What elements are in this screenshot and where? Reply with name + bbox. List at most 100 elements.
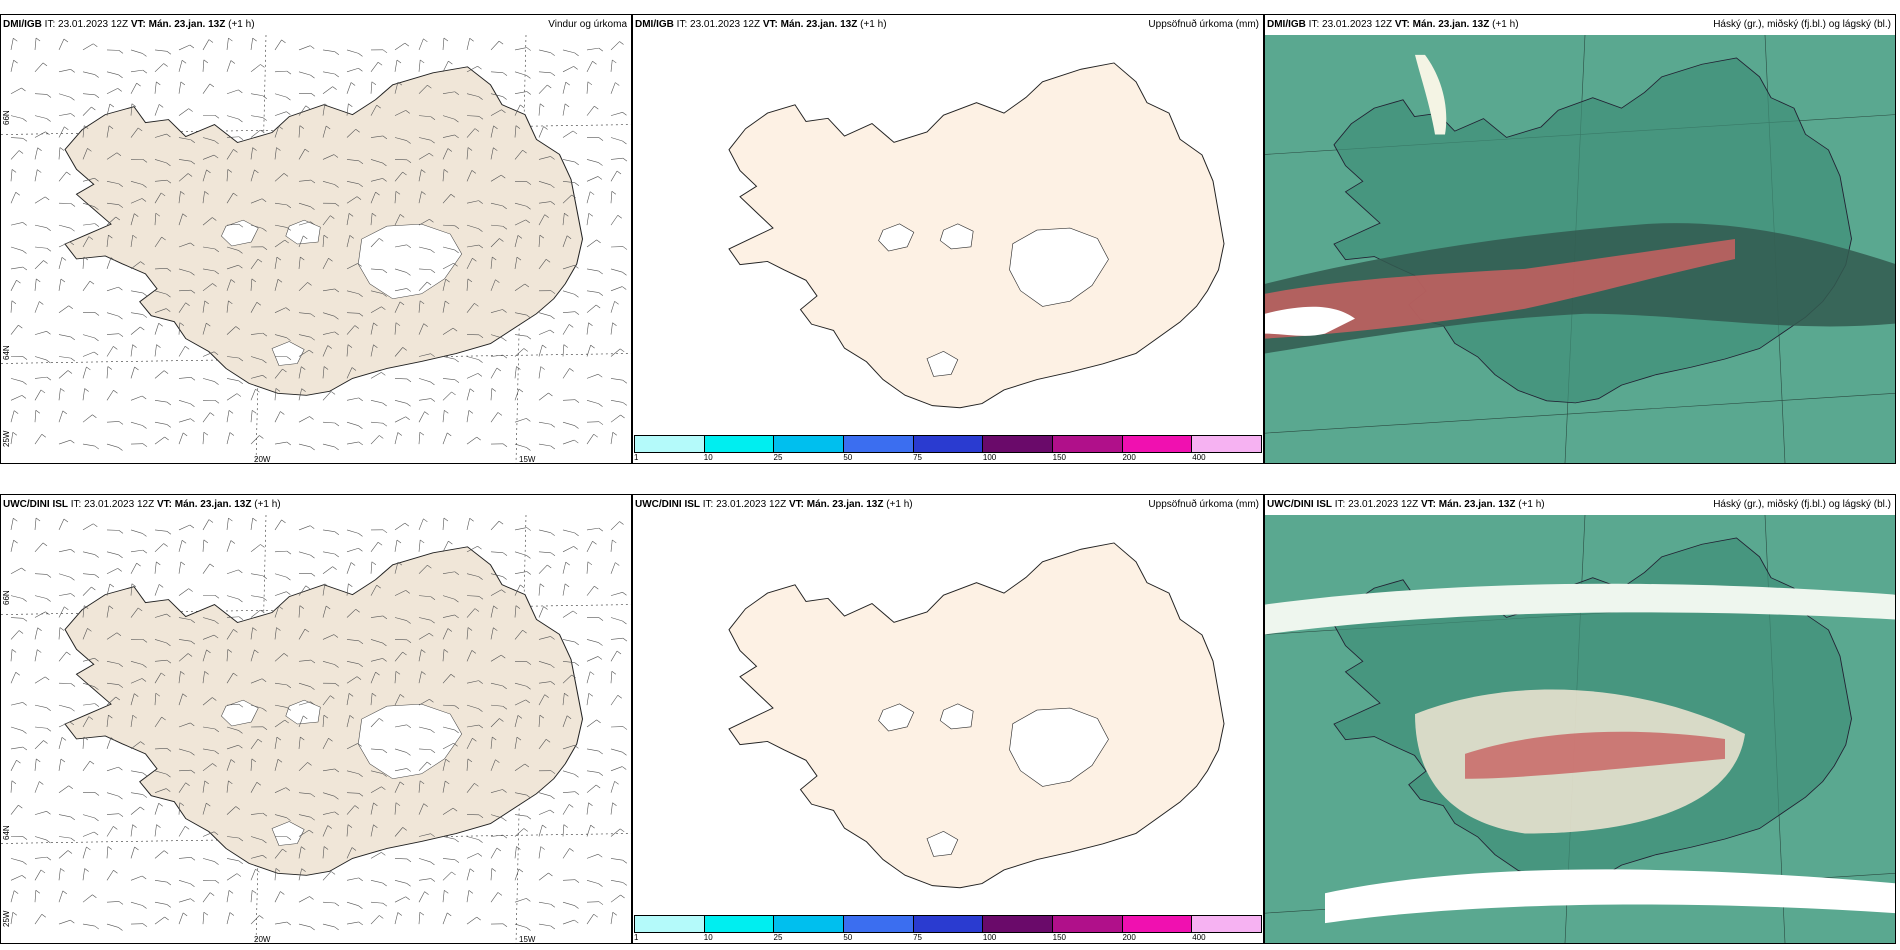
- wind-barb: [202, 169, 207, 182]
- wind-barb-flag: [282, 368, 287, 373]
- wind-barb: [370, 238, 380, 248]
- wind-barb: [58, 38, 65, 51]
- wind-barb-flag: [262, 117, 268, 121]
- wind-barb-flag: [406, 378, 412, 383]
- wind-barb: [370, 192, 376, 204]
- cloud-map: [1265, 515, 1895, 943]
- wind-barb: [394, 400, 407, 404]
- wind-barb: [490, 354, 503, 357]
- wind-barb-flag: [301, 366, 306, 370]
- wind-barb-flag: [357, 263, 362, 267]
- wind-barb-flag: [260, 129, 265, 134]
- wind-barb-flag: [424, 411, 429, 415]
- wind-barb: [250, 147, 253, 160]
- wind-barb: [442, 169, 445, 182]
- wind-barb: [418, 411, 425, 423]
- wind-barb: [250, 64, 261, 73]
- wind-barb-flag: [156, 344, 161, 348]
- wind-barb-flag: [161, 716, 166, 721]
- wind-barb: [418, 803, 424, 815]
- wind-barb-flag: [617, 215, 622, 219]
- wind-barb: [298, 349, 310, 357]
- wind-barb-flag: [305, 105, 310, 109]
- wind-barb-flag: [261, 198, 267, 202]
- wind-barb: [154, 159, 167, 164]
- wind-barb-flag: [310, 179, 316, 184]
- wind-barb: [130, 235, 134, 248]
- wind-barb: [10, 875, 23, 881]
- wind-barb-flag: [382, 529, 388, 534]
- wind-barb-flag: [59, 627, 65, 631]
- wind-barb-flag: [444, 890, 449, 894]
- wind-barb-flag: [158, 104, 164, 108]
- wind-barb: [226, 806, 237, 815]
- wind-barb-flag: [572, 130, 578, 135]
- wind-barb: [10, 115, 23, 119]
- cloud-free-area: [1265, 306, 1355, 336]
- wind-barb-flag: [375, 191, 380, 196]
- wind-barb: [610, 879, 623, 883]
- wind-barb-flag: [406, 858, 412, 863]
- wind-barb: [466, 93, 479, 97]
- wind-barb-flag: [468, 410, 474, 414]
- wind-barb: [274, 307, 286, 313]
- wind-barb-flag: [325, 125, 331, 130]
- wind-barb: [154, 104, 160, 116]
- wind-barb-flag: [522, 629, 527, 634]
- wind-barb: [418, 137, 431, 141]
- wind-barb: [178, 540, 183, 552]
- wind-barb: [274, 388, 277, 401]
- wind-barb-flag: [516, 736, 522, 741]
- wind-barb: [490, 147, 494, 160]
- wind-barb-flag: [334, 51, 340, 55]
- wind-barb: [202, 283, 213, 292]
- wind-barb: [10, 150, 20, 160]
- wind-barb: [226, 60, 232, 72]
- wind-barb-flag: [382, 882, 387, 887]
- wind-barb: [562, 213, 565, 226]
- wind-barb: [34, 810, 47, 815]
- wind-barb-flag: [622, 726, 628, 730]
- wind-barb: [178, 213, 183, 226]
- wind-barb: [202, 83, 211, 94]
- wind-barb: [442, 871, 452, 881]
- wind-barb: [322, 846, 325, 859]
- wind-barb: [442, 517, 445, 530]
- wind-barb-flag: [423, 518, 428, 523]
- wind-barb: [226, 378, 239, 382]
- wind-barb: [322, 634, 335, 640]
- wind-barb: [178, 802, 181, 815]
- wind-barb: [586, 268, 599, 272]
- wind-barb: [178, 376, 191, 379]
- wind-barb-flag: [262, 812, 268, 817]
- wind-barb: [466, 65, 478, 73]
- wind-barb-flag: [477, 65, 482, 70]
- wind-barb: [250, 627, 253, 640]
- wind-barb: [82, 551, 95, 555]
- glacier-outline: [357, 223, 463, 300]
- wind-barb: [82, 657, 95, 662]
- wind-barb-flag: [184, 346, 190, 350]
- wind-barb: [250, 518, 253, 530]
- wind-barb-flag: [334, 73, 339, 78]
- wind-barb: [154, 639, 167, 644]
- wind-barb: [82, 388, 85, 401]
- wind-barb-flag: [166, 162, 171, 167]
- wind-barb: [34, 704, 47, 709]
- wind-barb: [610, 137, 623, 142]
- wind-barb-flag: [453, 743, 458, 747]
- wind-barb-flag: [262, 855, 267, 859]
- wind-barb: [346, 805, 356, 815]
- wind-barb-flag: [209, 412, 215, 416]
- wind-barb: [370, 159, 383, 164]
- wind-barb: [562, 674, 572, 684]
- wind-barb: [562, 879, 575, 881]
- wind-barb-flag: [61, 737, 67, 741]
- wind-barb-flag: [379, 915, 384, 919]
- wind-barb-flag: [87, 148, 92, 152]
- wind-barb-flag: [478, 96, 483, 100]
- wind-barb-flag: [214, 154, 219, 159]
- wind-barb: [298, 416, 310, 423]
- wind-barb-flag: [598, 750, 603, 755]
- wind-barb: [298, 923, 311, 928]
